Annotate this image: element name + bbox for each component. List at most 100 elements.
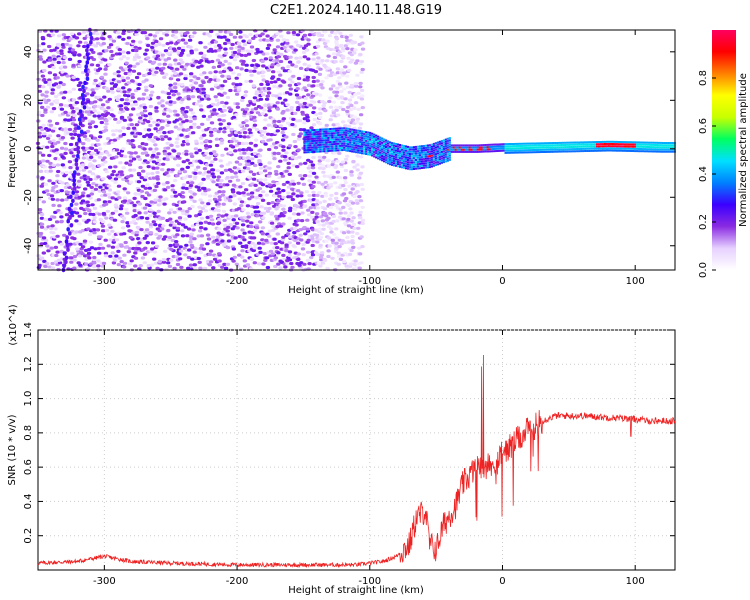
heatmap-cell [103,238,108,242]
heatmap-cell [311,193,317,197]
heatmap-cell [349,145,352,148]
heatmap-cell [367,149,370,151]
heatmap-cell [280,238,285,242]
heatmap-cell [363,146,366,149]
heatmap-cell [299,261,304,265]
heatmap-cell [434,148,437,151]
heatmap-cell [566,146,569,149]
heatmap-cell [214,143,220,148]
heatmap-cell [136,171,142,176]
heatmap-cell [371,141,374,144]
heatmap-cell [308,68,314,72]
heatmap-cell [110,90,115,94]
heatmap-cell [219,178,224,183]
heatmap-cell [248,170,254,174]
heatmap-cell [532,151,535,154]
heatmap-cell [558,141,561,144]
heatmap-cell [96,259,101,263]
heatmap-cell [289,261,294,266]
heatmap-cell [244,35,249,39]
heatmap-cell [580,150,583,153]
heatmap-cell [77,179,82,183]
heatmap-cell [538,144,541,147]
heatmap-cell [245,49,250,53]
heatmap-cell [110,229,115,233]
heatmap-cell [440,150,443,153]
heatmap-cell [186,227,192,231]
heatmap-cell [253,143,258,147]
heatmap-cell [157,51,162,55]
heatmap-cell [462,148,465,151]
heatmap-cell [166,114,171,118]
heatmap-cell [522,149,525,152]
heatmap-cell [126,81,132,85]
heatmap-cell [180,48,186,53]
heatmap-cell [130,139,135,143]
heatmap-cell [81,168,87,172]
heatmap-cell [113,117,118,121]
heatmap-cell [143,246,148,250]
heatmap-cell [313,150,316,153]
heatmap-cell [570,146,573,148]
heatmap-cell [220,153,225,157]
heatmap-cell [395,153,398,156]
heatmap-cell [191,228,196,232]
heatmap-cell [224,147,229,151]
heatmap-cell [361,152,364,155]
heatmap-cell [70,136,75,140]
heatmap-cell [339,127,342,130]
heatmap-cell [106,106,111,110]
heatmap-cell [647,146,650,148]
heatmap-cell [303,136,306,139]
heatmap-cell [357,176,362,180]
heatmap-cell [279,52,284,57]
heatmap-cell [100,103,106,107]
heatmap-cell [327,150,330,152]
heatmap-cell [500,143,503,146]
heatmap-cell [169,130,174,134]
heatmap-cell [393,157,396,160]
heatmap-cell [234,160,240,164]
heatmap-cell [68,44,73,48]
heatmap-cell [474,150,477,153]
heatmap-cell [286,191,291,195]
heatmap-cell [77,32,82,36]
heatmap-cell [97,67,103,71]
heatmap-cell [152,257,157,261]
heatmap-cell [360,221,365,226]
heatmap-cell [361,143,364,146]
heatmap-cell [110,173,115,177]
heatmap-cell [183,217,188,221]
heatmap-cell [418,147,422,150]
heatmap-cell [58,211,63,215]
heatmap-cell [274,58,280,63]
heatmap-cell [490,145,493,148]
heatmap-cell [199,161,204,165]
heatmap-cell [377,139,380,142]
heatmap-cell [116,190,121,194]
heatmap-cell [414,154,418,157]
heatmap-cell [490,148,493,151]
heatmap-cell [124,161,129,165]
heatmap-cell [323,141,326,144]
heatmap-cell [313,135,316,138]
heatmap-cell [604,147,607,150]
heatmap-cell [391,148,394,151]
heatmap-cell [321,143,324,146]
heatmap-cell [224,101,229,105]
heatmap-cell [166,95,172,100]
heatmap-cell [432,151,435,154]
heatmap-cell [73,132,78,137]
heatmap-cell [359,134,362,137]
heatmap-cell [347,98,353,102]
heatmap-cell [442,150,445,153]
heatmap-cell [325,147,328,150]
heatmap-cell [408,157,412,160]
heatmap-cell [416,150,420,153]
heatmap-cell [185,158,190,162]
heatmap-cell [552,144,555,147]
heatmap-cell [177,222,182,226]
heatmap-cell [136,155,141,159]
heatmap-cell [192,250,197,254]
heatmap-cell [454,144,457,147]
